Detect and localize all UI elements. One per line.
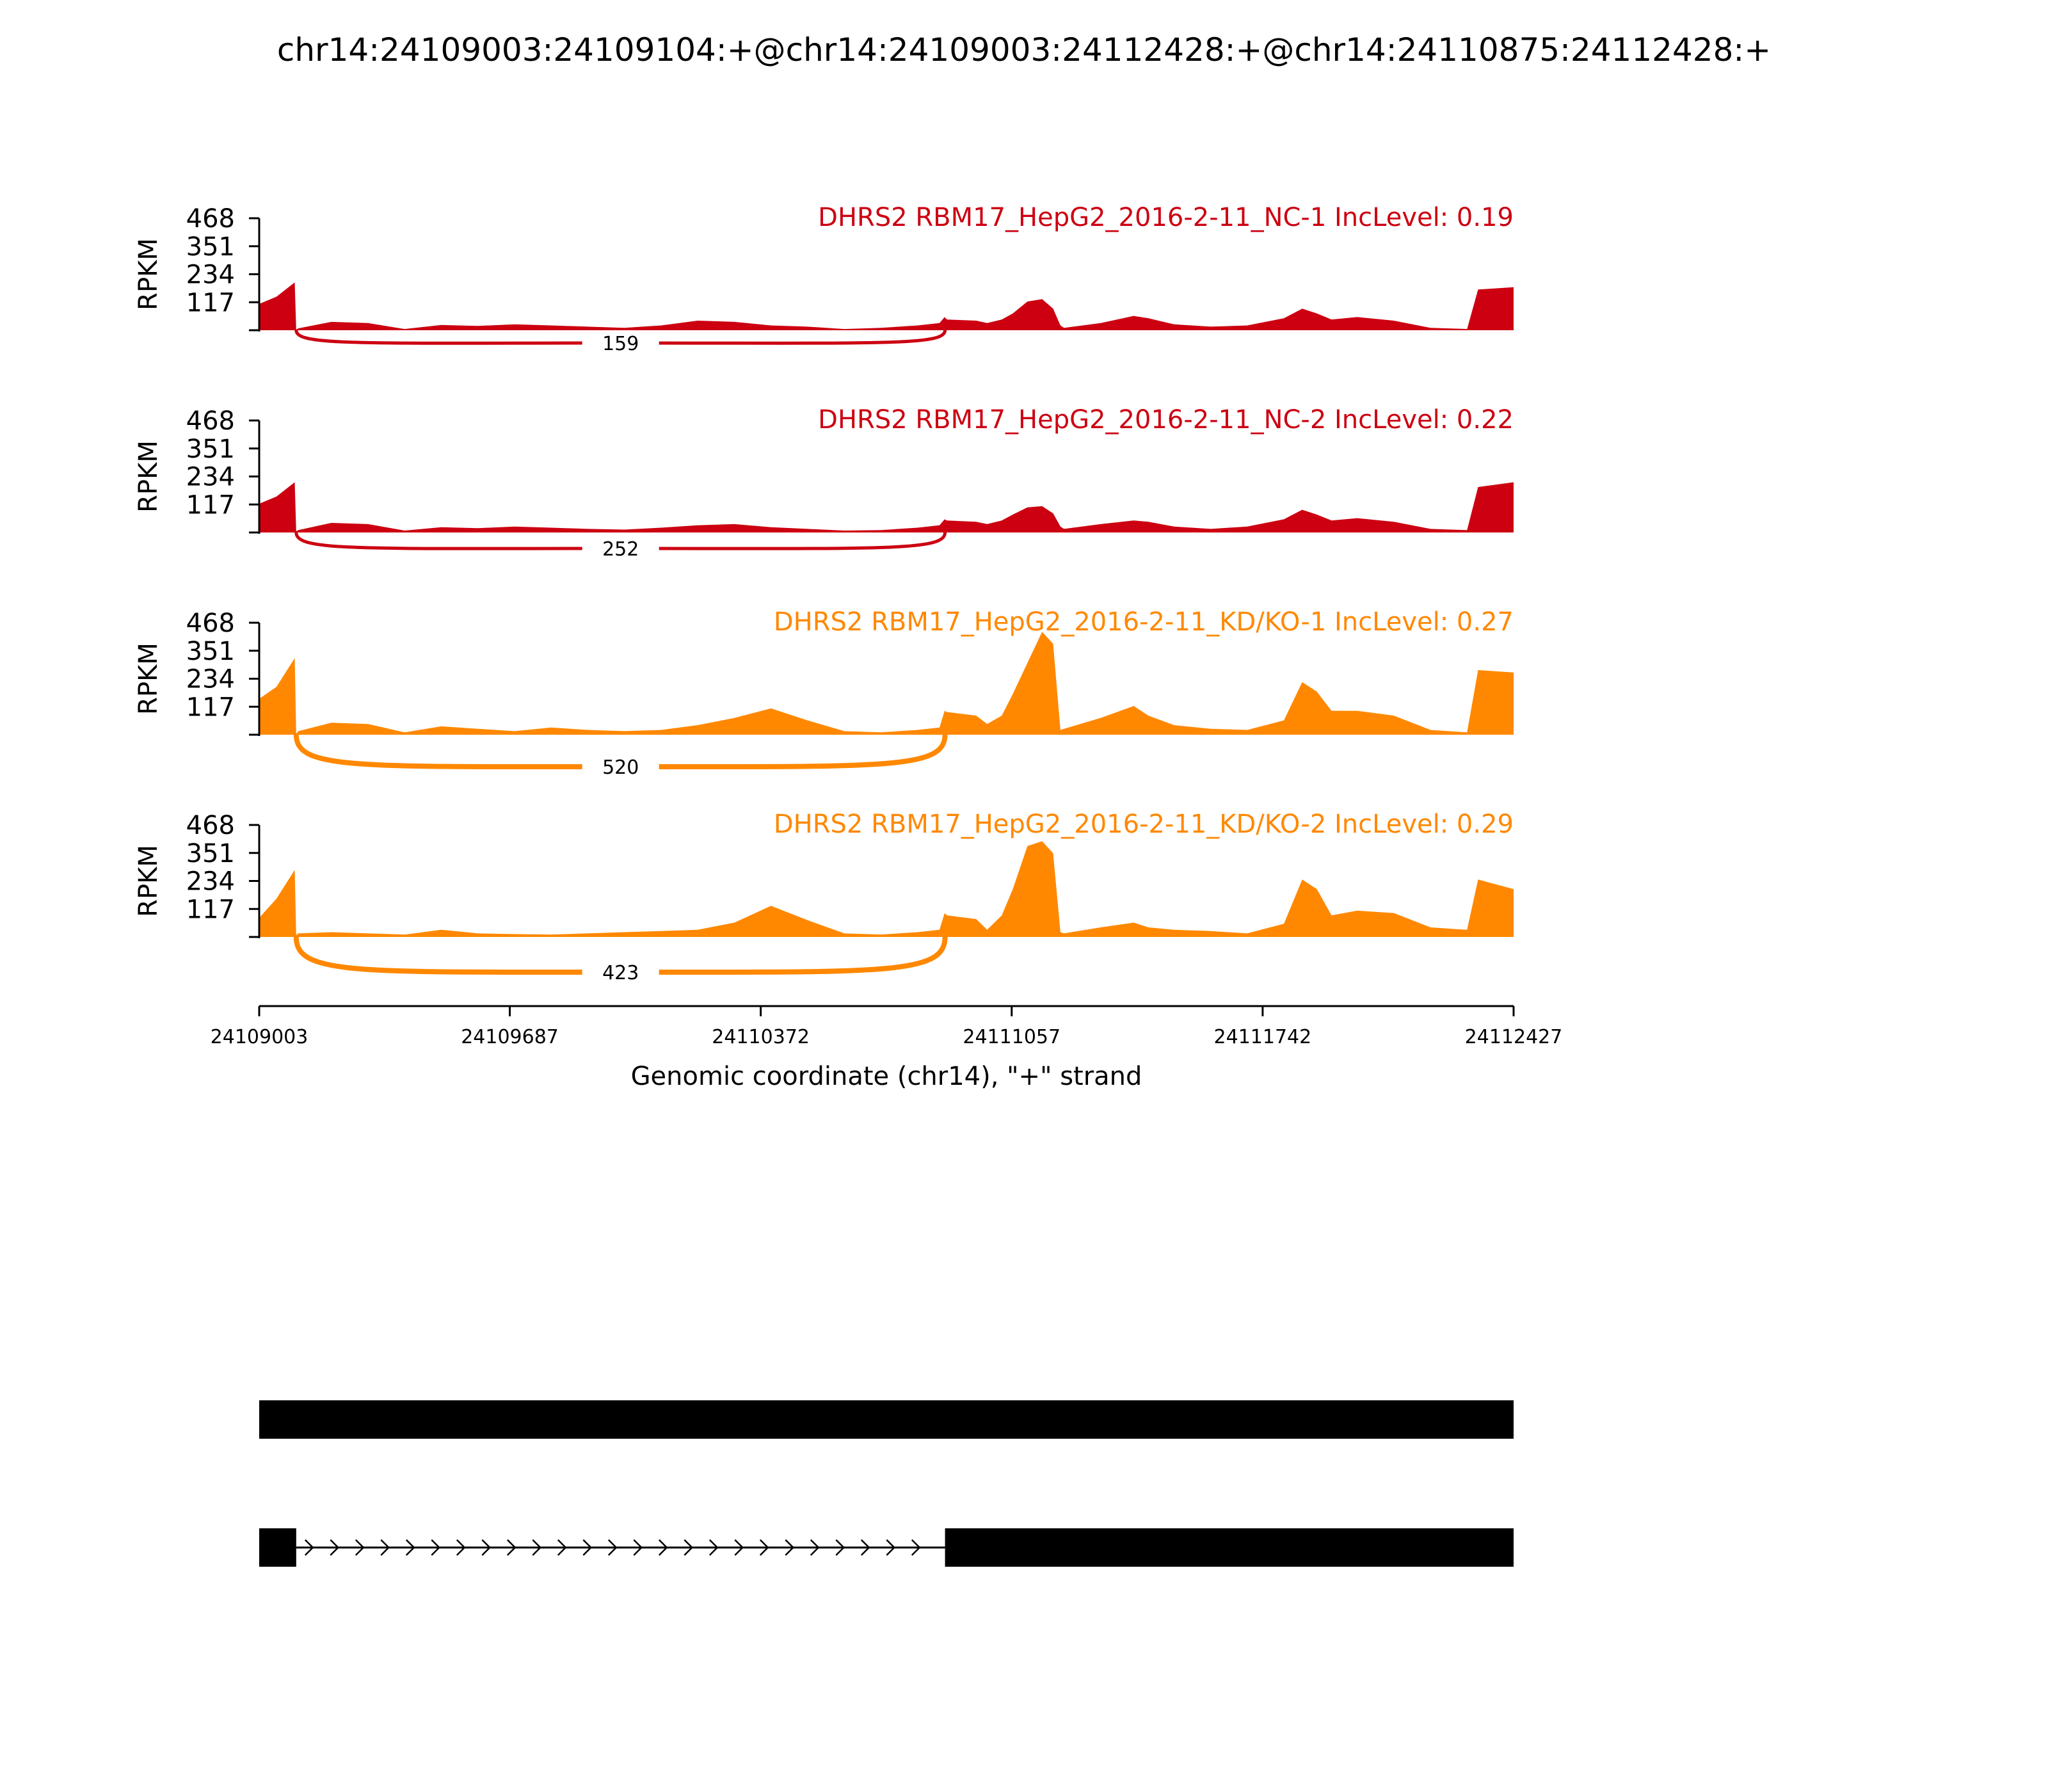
strand-arrow	[759, 1539, 769, 1556]
strand-arrow	[684, 1539, 694, 1556]
strand-arrow	[380, 1539, 390, 1556]
strand-arrow	[532, 1539, 542, 1556]
sample-label: DHRS2 RBM17_HepG2_2016-2-11_NC-1 IncLeve…	[818, 203, 1514, 232]
strand-arrow	[355, 1539, 365, 1556]
coverage-area	[259, 841, 1514, 937]
plot-title: chr14:24109003:24109104:+@chr14:24109003…	[277, 31, 1771, 68]
y-tick-label: 468	[186, 609, 235, 638]
junction-label-box	[582, 538, 659, 561]
y-tick-label: 117	[186, 490, 235, 520]
exon-block	[945, 1528, 1514, 1567]
strand-arrow	[431, 1539, 441, 1556]
y-tick-label: 234	[186, 867, 235, 897]
y-tick-label: 468	[186, 204, 235, 234]
strand-arrow	[785, 1539, 795, 1556]
strand-arrow	[456, 1539, 466, 1556]
y-tick-label: 117	[186, 895, 235, 924]
x-tick-label: 24109687	[461, 1026, 559, 1048]
y-tick-label: 234	[186, 665, 235, 694]
strand-arrow	[405, 1539, 415, 1556]
x-tick-label: 24112427	[1465, 1026, 1563, 1048]
x-axis: 24109003 24109687 24110372 24111057 24111742…	[211, 1005, 1563, 1048]
exon-block	[259, 1400, 1514, 1439]
strand-arrow	[607, 1539, 618, 1556]
junction-count-label: 252	[602, 538, 639, 561]
y-tick-label: 117	[186, 692, 235, 722]
y-tick-label: 234	[186, 260, 235, 290]
coverage-area	[259, 632, 1514, 735]
coverage-area	[259, 482, 1514, 532]
strand-arrow	[734, 1539, 744, 1556]
junction-count-label: 159	[602, 333, 639, 355]
sample-label: DHRS2 RBM17_HepG2_2016-2-11_KD/KO-2 IncL…	[774, 810, 1514, 839]
x-tick-label: 24111057	[963, 1026, 1060, 1048]
strand-arrow	[810, 1539, 820, 1556]
y-axis-label: RPKM	[134, 238, 163, 310]
junction-label-box	[582, 333, 659, 356]
strand-arrow	[330, 1539, 340, 1556]
junction-label-box	[582, 756, 659, 780]
gene-model-track	[259, 1400, 1514, 1567]
y-tick-label: 351	[186, 637, 235, 666]
exon-block	[259, 1528, 296, 1567]
sample-label: DHRS2 RBM17_HepG2_2016-2-11_KD/KO-1 IncL…	[774, 607, 1514, 637]
strand-arrow	[481, 1539, 492, 1556]
y-tick-label: 234	[186, 463, 235, 492]
isoform-2	[259, 1528, 1514, 1567]
x-tick-label: 24110372	[712, 1026, 810, 1048]
strand-arrow	[860, 1539, 870, 1556]
strand-arrow	[658, 1539, 668, 1556]
junction-count-label: 423	[602, 962, 639, 984]
strand-arrow	[708, 1539, 719, 1556]
junction-count-label: 520	[602, 756, 639, 779]
strand-arrow	[506, 1539, 516, 1556]
isoform-1	[259, 1400, 1514, 1439]
y-axis-label: RPKM	[134, 643, 163, 715]
y-tick-label: 468	[186, 406, 235, 436]
y-tick-label: 117	[186, 288, 235, 317]
strand-arrow	[835, 1539, 845, 1556]
strand-arrow	[304, 1539, 314, 1556]
y-tick-label: 468	[186, 811, 235, 840]
x-axis-label: Genomic coordinate (chr14), "+" strand	[631, 1062, 1142, 1091]
x-tick-label: 24111742	[1214, 1026, 1312, 1048]
y-axis-label: RPKM	[134, 440, 163, 513]
y-tick-label: 351	[186, 839, 235, 868]
junction-label-box	[582, 962, 659, 985]
strand-arrow	[582, 1539, 593, 1556]
strand-arrow	[633, 1539, 643, 1556]
y-tick-label: 351	[186, 232, 235, 262]
strand-arrow	[557, 1539, 567, 1556]
strand-arrow	[886, 1539, 896, 1556]
coverage-area	[259, 282, 1514, 330]
sample-label: DHRS2 RBM17_HepG2_2016-2-11_NC-2 IncLeve…	[818, 405, 1514, 435]
y-tick-label: 351	[186, 435, 235, 464]
strand-arrow	[911, 1539, 921, 1556]
x-tick-label: 24109003	[211, 1026, 308, 1048]
y-axis-label: RPKM	[134, 845, 163, 917]
